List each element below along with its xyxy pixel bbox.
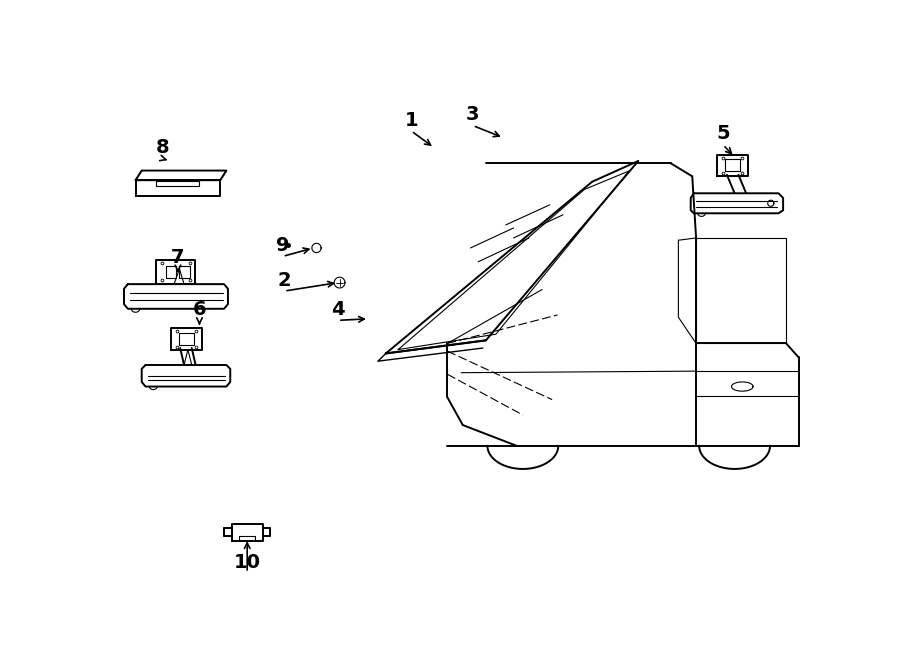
Text: 6: 6 — [193, 300, 206, 319]
Text: 4: 4 — [331, 300, 345, 319]
Text: 3: 3 — [466, 105, 480, 124]
Text: 9: 9 — [276, 236, 290, 255]
Text: 2: 2 — [277, 271, 291, 290]
Text: 1: 1 — [404, 110, 418, 130]
Text: 10: 10 — [234, 553, 261, 572]
Text: 5: 5 — [716, 124, 730, 143]
Text: 8: 8 — [156, 138, 169, 157]
Text: 7: 7 — [171, 248, 184, 266]
